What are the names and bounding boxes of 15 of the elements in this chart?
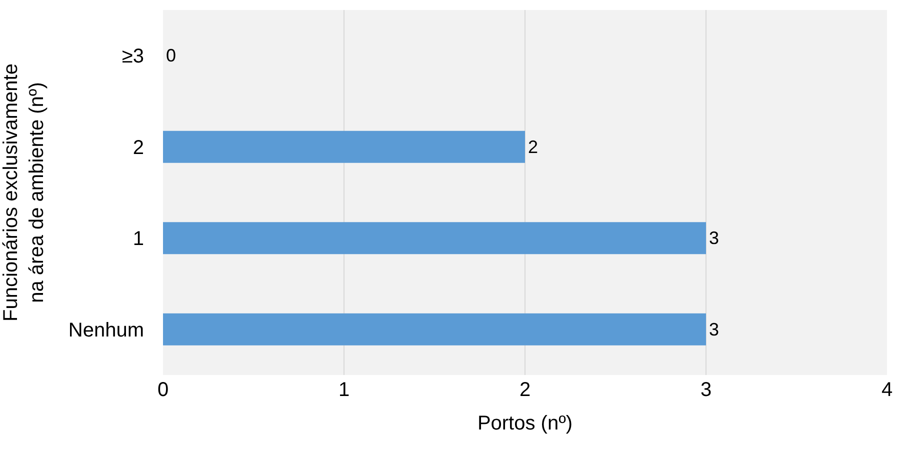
data-label: 0 <box>166 46 176 66</box>
x-tick-label: 4 <box>881 379 893 401</box>
y-tick-label: 1 <box>132 228 144 250</box>
y-axis-title: Funcionários exclusivamente na área de ambiente (nº) <box>0 64 48 322</box>
data-label: 2 <box>528 136 538 157</box>
x-tick-label: 2 <box>519 379 531 401</box>
data-label: 3 <box>709 228 720 248</box>
y-tick-label: 2 <box>132 136 144 159</box>
y-tick-label: Nenhum <box>68 319 144 342</box>
x-tick-label: 1 <box>338 379 350 401</box>
x-tick-label: 3 <box>700 379 712 401</box>
data-label: 3 <box>709 319 720 340</box>
x-tick-label: 0 <box>157 379 169 401</box>
y-tick-label: ≥3 <box>122 46 144 68</box>
x-axis-title: Portos (nº) <box>477 412 573 434</box>
